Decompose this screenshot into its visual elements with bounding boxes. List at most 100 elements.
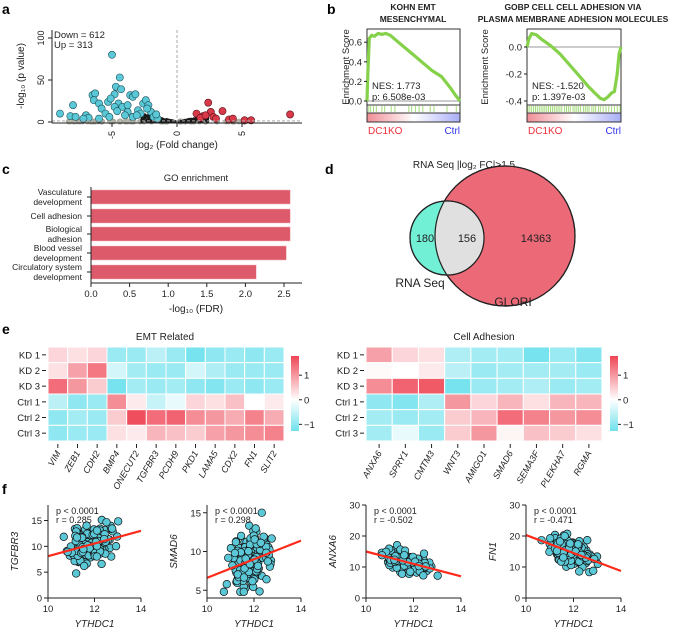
- y-axis-label: ANXA6: [328, 535, 339, 569]
- heatmap-cell: [67, 346, 88, 364]
- volcano-plot: [56, 50, 294, 125]
- heatmap-cell: [47, 346, 69, 364]
- heatmap-cell: [417, 424, 446, 442]
- category-label: adhesion: [47, 234, 82, 244]
- heatmap-cell: [126, 393, 147, 411]
- scatter-point: [219, 587, 229, 596]
- heatmap-cell: [365, 409, 393, 426]
- y-tick-label: 0: [355, 594, 360, 605]
- x-tick-label: 10: [43, 604, 54, 615]
- venn-title: RNA Seq |log₂ FC|>1.5: [413, 160, 516, 171]
- y-axis-label: Enrichment Score: [480, 29, 491, 105]
- heatmap-col-label: AMIGO1: [462, 449, 489, 485]
- scatter-point: [583, 536, 592, 545]
- heatmap-cell: [549, 393, 577, 411]
- scatter-point: [80, 561, 89, 571]
- scatter-point: [82, 521, 91, 530]
- scatter-point: [230, 548, 240, 558]
- scatter-point: [244, 547, 253, 556]
- regression-line: [525, 534, 622, 573]
- heatmap-cell: [575, 362, 603, 379]
- gsea-title: PLASMA MEMBRANE ADHESION MOLECULES: [478, 14, 669, 24]
- category-label: development: [33, 253, 82, 263]
- heatmap-cell: [470, 362, 498, 379]
- heatmap-cell: [549, 424, 577, 442]
- heatmap-cell: [165, 377, 187, 395]
- heatmap-cell: [47, 424, 69, 442]
- scatter-point: [111, 542, 121, 551]
- heatmap-cell: [244, 362, 265, 379]
- heatmap-cell: [391, 424, 419, 442]
- heatmap-col-label: BMP4: [101, 449, 122, 475]
- heatmap-cell: [263, 393, 285, 411]
- venn-outline: [434, 165, 576, 307]
- volcano-point-down: [106, 94, 115, 103]
- heatmap-cell: [444, 393, 472, 411]
- gsea-running-es-curve: [365, 31, 462, 102]
- bar: [90, 245, 287, 261]
- volcano-point-down: [121, 111, 129, 120]
- heatmap-cell: [185, 377, 206, 395]
- category-label: development: [33, 197, 82, 207]
- heatmap-cell: [496, 346, 524, 364]
- heatmap-col-label: CDH2: [81, 449, 102, 475]
- heatmap-cell: [126, 362, 147, 379]
- y-tick-label: -0.2: [506, 70, 522, 81]
- heatmap-cell: [224, 346, 246, 364]
- scatter-point: [107, 524, 117, 533]
- scatter-point: [559, 553, 568, 562]
- heatmap-cell: [86, 393, 108, 411]
- heatmap-cell: [86, 362, 108, 379]
- heatmap-cell: [165, 424, 187, 442]
- heatmap-row-label: Ctrl 2: [17, 413, 40, 424]
- heatmap-cell: [263, 409, 285, 426]
- x-tick-label: 14: [456, 604, 467, 615]
- x-tick-label: -5: [107, 131, 117, 139]
- heatmap-row-label: KD 2: [337, 366, 358, 377]
- y-tick-label: 0.2: [349, 77, 362, 88]
- y-tick-label: 0: [37, 594, 42, 605]
- x-tick-label: 0.5: [123, 289, 136, 300]
- volcano-point-down: [71, 113, 80, 121]
- heatmap-row-label: KD 1: [337, 350, 358, 361]
- heatmap-cell: [417, 346, 446, 364]
- scatter-point: [573, 540, 583, 549]
- volcano-point-up: [201, 111, 210, 120]
- heatmap-cell: [391, 409, 419, 426]
- scatter-point: [566, 539, 575, 548]
- heatmap-col-label: VIM: [46, 449, 63, 468]
- scatter-point: [92, 526, 102, 535]
- scatter-point: [555, 537, 565, 546]
- heatmap-cell: [224, 377, 246, 395]
- heatmap-cell: [444, 346, 472, 364]
- heatmap-cell: [522, 346, 551, 364]
- scatter-point: [102, 518, 111, 527]
- heatmap-cell: [365, 393, 393, 411]
- heatmap-col-label: SPRY1: [387, 449, 410, 479]
- heatmap-cell: [204, 393, 226, 411]
- y-tick-label: 50: [36, 75, 46, 85]
- y-tick-label: 10: [190, 547, 201, 558]
- heatmap-cell: [126, 377, 147, 395]
- heatmap-cell: [145, 346, 167, 364]
- regression-line: [206, 539, 302, 579]
- heatmap-cell: [365, 424, 393, 442]
- panel-label-b: b: [327, 1, 336, 17]
- heatmap-row-label: Ctrl 3: [335, 429, 358, 440]
- heatmap-cell: [417, 409, 446, 426]
- scatter-point: [262, 575, 271, 584]
- panel-label-f: f: [2, 481, 7, 497]
- heatmap-col-label: SEMA3F: [515, 449, 542, 486]
- scatter-point: [239, 573, 249, 582]
- heatmap-cell: [470, 409, 498, 426]
- heatmap-cell: [417, 362, 446, 379]
- heatmap-title: EMT Related: [136, 332, 194, 343]
- volcano-point-down: [123, 101, 132, 110]
- scatter-point: [419, 549, 429, 558]
- heatmap-cell: [522, 409, 551, 426]
- gsea-running-es-curve: [525, 31, 623, 102]
- heatmap-cell: [470, 393, 498, 411]
- heatmap-cell: [470, 346, 498, 364]
- y-tick-label: 20: [349, 532, 360, 543]
- heatmap-col-label: LAMA5: [196, 448, 220, 479]
